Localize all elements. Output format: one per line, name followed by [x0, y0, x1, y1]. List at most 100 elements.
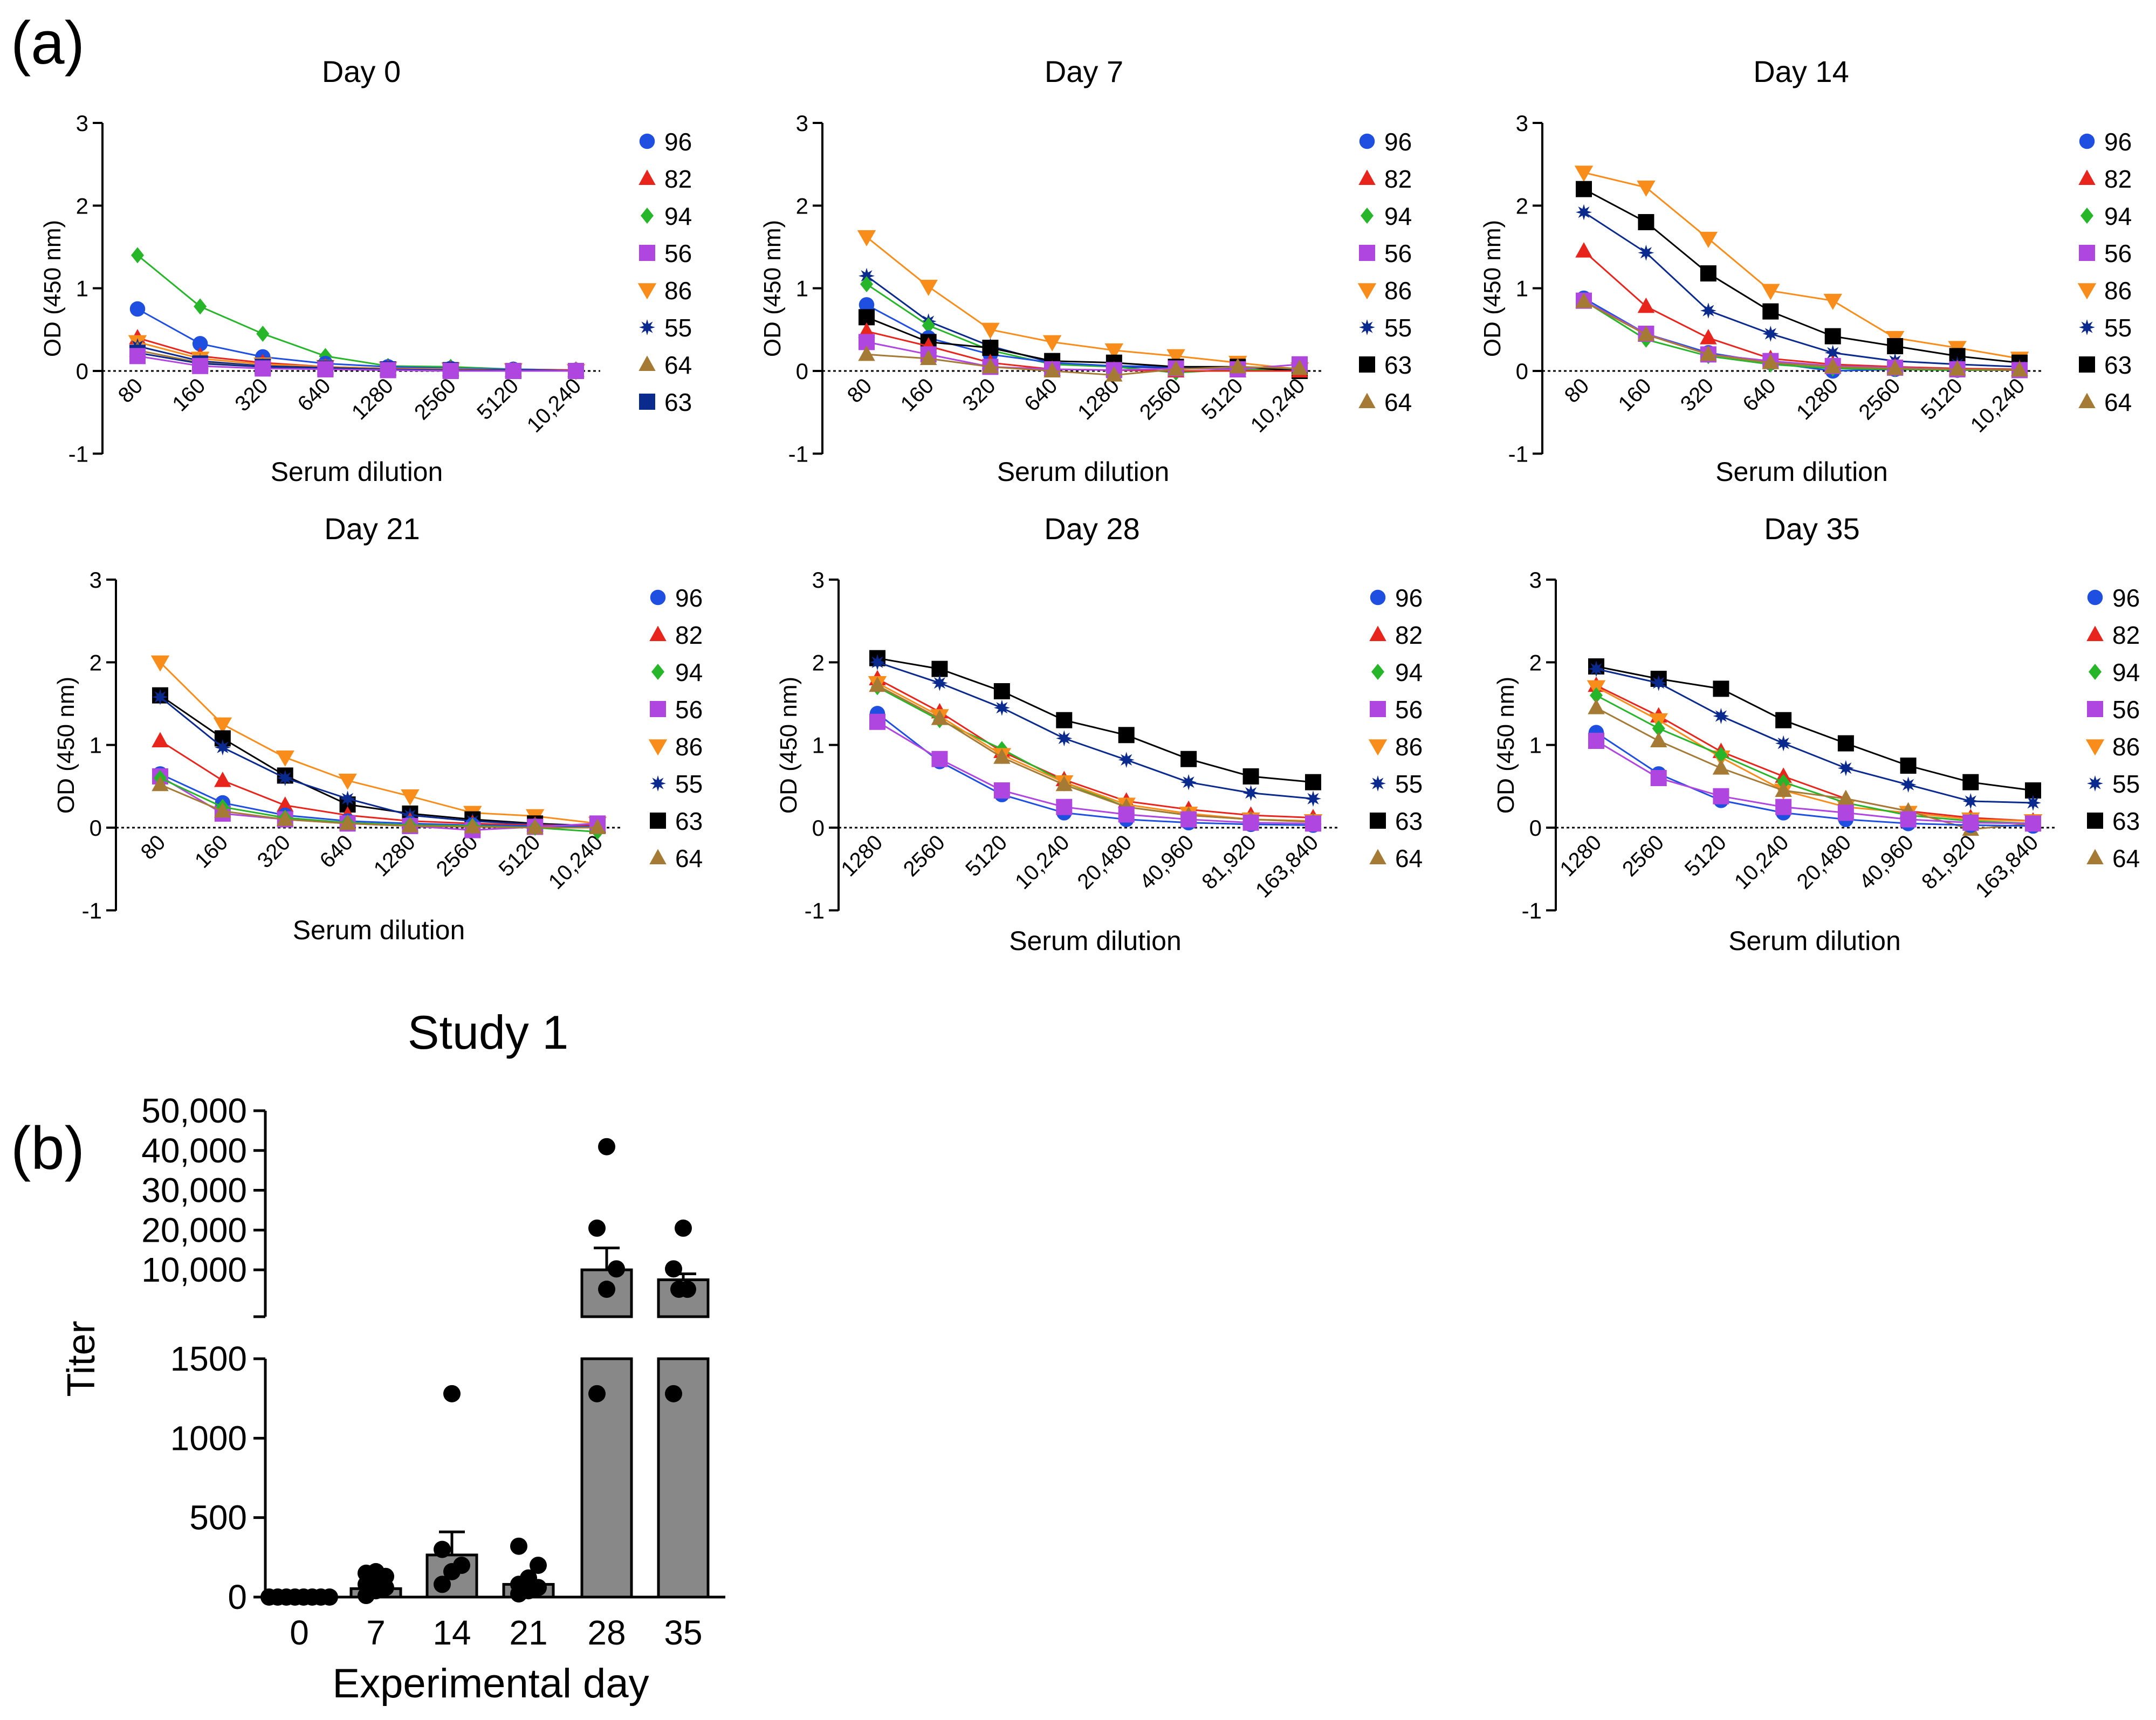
y-tick-label: 2	[796, 193, 808, 218]
data-point	[2025, 795, 2041, 811]
y-tick-label: 1	[812, 733, 825, 758]
data-point	[339, 814, 356, 830]
series-line	[160, 694, 598, 827]
legend-marker	[2079, 133, 2095, 149]
data-point	[1180, 774, 1197, 790]
data-point	[859, 267, 875, 284]
y-tick-label: 40,000	[141, 1131, 247, 1170]
x-tick-label: 7	[366, 1613, 386, 1652]
data-point	[993, 782, 1010, 799]
data-point	[1055, 775, 1073, 792]
data-point	[152, 732, 169, 747]
legend-label: 86	[2112, 733, 2140, 761]
chart-title: Day 0	[322, 54, 401, 88]
legend-label: 96	[1395, 584, 1423, 612]
data-point	[214, 802, 231, 818]
data-point	[213, 717, 232, 734]
x-tick-label: 10,240	[544, 830, 608, 894]
y-tick-label: -1	[805, 898, 825, 923]
legend-marker	[2079, 319, 2095, 335]
data-point	[1837, 760, 1854, 776]
legend-marker	[650, 775, 666, 792]
x-axis-label: Serum dilution	[1728, 926, 1901, 956]
data-point	[931, 675, 948, 691]
data-point	[869, 713, 885, 730]
data-point	[276, 750, 294, 767]
data-point	[443, 1385, 461, 1402]
x-tick-label: 80	[843, 374, 877, 408]
series-line	[1583, 250, 2020, 370]
y-tick-label: 0	[1529, 815, 1542, 841]
data-point	[919, 279, 938, 296]
legend-label: 94	[1395, 658, 1423, 686]
series-86	[857, 230, 1309, 379]
legend-label: 94	[675, 658, 703, 686]
data-point	[1104, 343, 1124, 360]
y-axis-label: OD (450 nm)	[1479, 220, 1506, 357]
x-tick-label: 640	[293, 374, 335, 416]
series-line	[877, 684, 1314, 823]
legend-label: 96	[1384, 128, 1412, 156]
data-point	[434, 1540, 451, 1558]
data-point	[1775, 799, 1792, 815]
legend-marker	[641, 208, 654, 224]
legend-marker	[2087, 813, 2103, 829]
x-tick-label: 10,240	[1730, 830, 1794, 894]
data-point	[1713, 788, 1729, 804]
legend-marker	[1358, 393, 1376, 408]
data-point	[1886, 359, 1904, 375]
legend-marker	[1371, 664, 1384, 680]
y-axis-label: OD (450 nm)	[53, 677, 79, 814]
data-point	[1043, 362, 1061, 377]
data-point	[131, 247, 144, 264]
series-line	[160, 783, 598, 829]
y-tick-label: 1	[1529, 733, 1542, 758]
series-56	[869, 713, 1321, 832]
series-line	[1596, 686, 2034, 822]
data-point	[1700, 329, 1717, 345]
data-point	[150, 655, 170, 672]
data-point	[1056, 712, 1073, 728]
legend-marker	[1361, 208, 1374, 224]
x-tick-label: 2560	[1135, 374, 1186, 424]
legend-marker	[650, 589, 666, 606]
data-point	[931, 661, 948, 677]
series-line	[866, 236, 1300, 370]
legend-marker	[1370, 775, 1386, 792]
data-point	[1762, 303, 1779, 320]
legend-label: 82	[664, 165, 692, 193]
x-tick-label: 0	[290, 1613, 309, 1652]
y-tick-label: -1	[82, 898, 102, 923]
legend-label: 56	[664, 239, 692, 267]
data-point	[1962, 814, 1979, 831]
y-tick-label: 2	[76, 193, 88, 218]
data-point	[869, 654, 885, 671]
data-point	[255, 360, 271, 377]
data-point	[1713, 708, 1729, 724]
legend-label: 82	[675, 621, 703, 649]
data-point	[1699, 231, 1718, 248]
legend-marker	[2086, 625, 2104, 641]
data-point	[442, 363, 459, 379]
data-point	[993, 683, 1010, 699]
series-56	[1588, 733, 2041, 832]
x-tick-label: 320	[253, 830, 295, 872]
legend-label: 86	[675, 733, 703, 761]
data-point	[526, 818, 544, 834]
legend-label: 63	[1395, 807, 1423, 835]
legend-label: 86	[1384, 277, 1412, 305]
series-line	[866, 353, 1300, 376]
data-point	[1650, 675, 1667, 691]
data-point	[434, 1575, 451, 1593]
x-tick-label: 160	[1613, 374, 1656, 416]
legend-label: 56	[2104, 239, 2132, 267]
x-tick-label: 10,240	[523, 374, 586, 437]
data-point	[338, 773, 357, 790]
x-tick-label: 2560	[1618, 830, 1669, 881]
x-tick-label: 1280	[1792, 374, 1843, 424]
legend-marker	[648, 739, 668, 756]
x-tick-label: 10,240	[1966, 374, 2030, 437]
